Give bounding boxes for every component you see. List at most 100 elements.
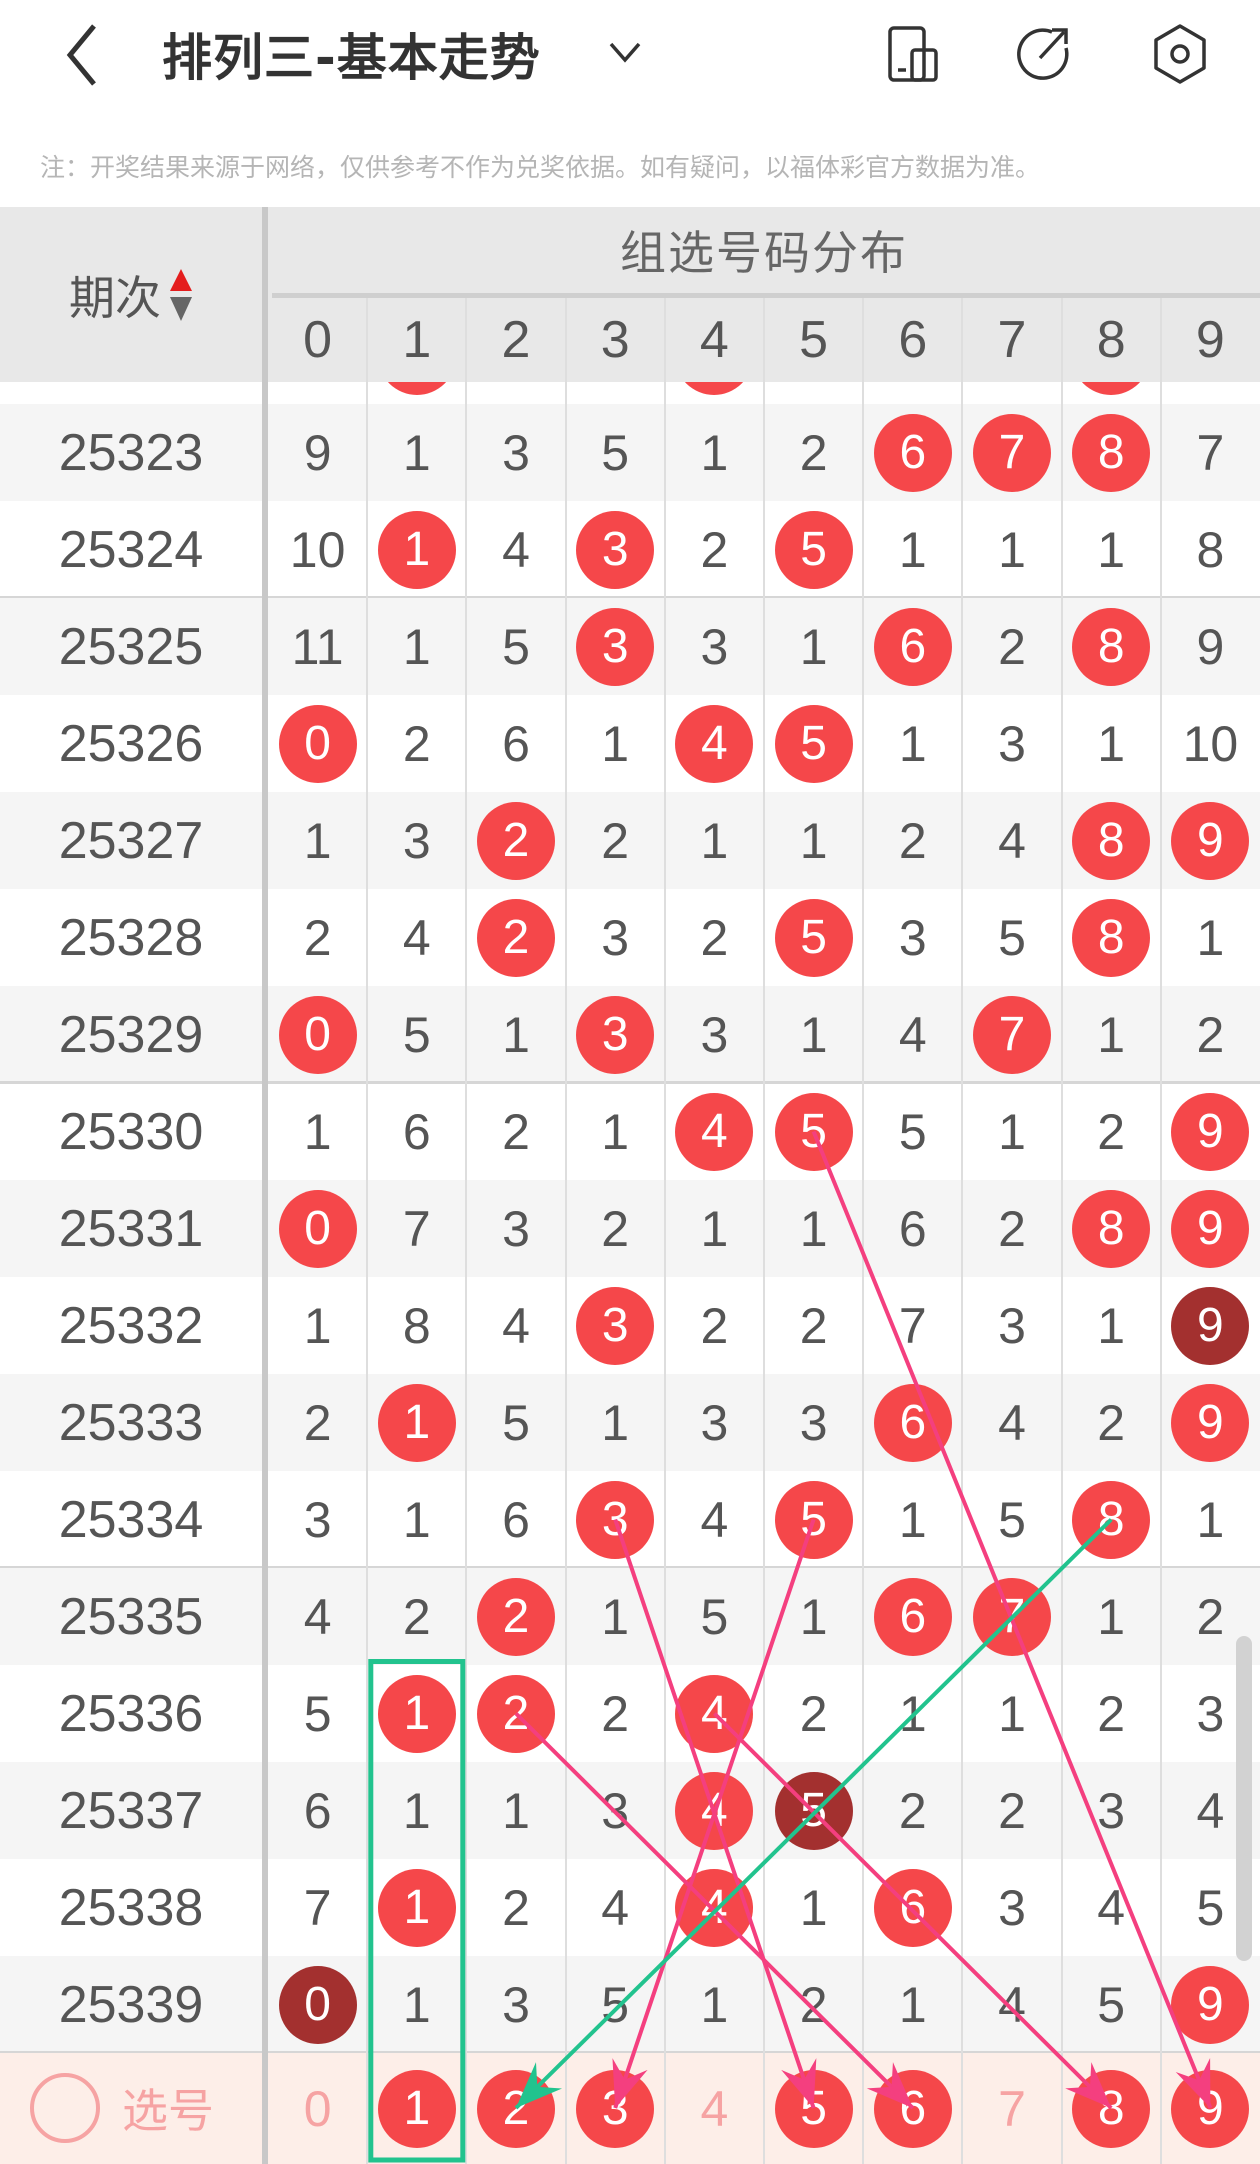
omission-cell: 2	[700, 1297, 729, 1354]
omission-cell: 1	[402, 1491, 431, 1548]
hit-ball-cell: 6	[863, 1568, 962, 1665]
omission-cell: 4	[898, 1006, 927, 1063]
omission-cell: 1	[303, 812, 332, 869]
omission-cell: 1	[1196, 909, 1225, 966]
radio-circle-icon[interactable]	[30, 2073, 100, 2143]
hit-ball-cell: 8	[1062, 404, 1161, 501]
table-row: 25327 1 3 2 2 1 1 2 4 8 9	[0, 792, 1260, 889]
select-digit-selected[interactable]: 1	[367, 2053, 466, 2164]
hit-ball-cell: 8	[1062, 1180, 1161, 1277]
hit-ball: 8	[1072, 413, 1151, 492]
table-row: 25336 5 1 2 2 4 2 1 1 2 3	[0, 1665, 1260, 1762]
select-digit-selected[interactable]: 3	[566, 2053, 665, 2164]
hit-ball-cell: 5	[764, 1083, 863, 1180]
hit-ball-cell: 9	[1161, 1277, 1260, 1374]
omission-cell: 2	[799, 1976, 828, 2033]
omission-cell: 2	[601, 812, 630, 869]
hit-ball: 1	[377, 1674, 456, 1753]
select-digit-selected[interactable]: 5	[764, 2053, 863, 2164]
omission-cell: 4	[402, 909, 431, 966]
sort-icon[interactable]	[169, 267, 193, 323]
selected-ball[interactable]: 1	[377, 2069, 456, 2148]
omission-cell: 11	[291, 618, 344, 675]
omission-cell: 8	[1196, 521, 1225, 578]
omission-cell: 2	[303, 1394, 332, 1451]
omission-cell: 4	[700, 1491, 729, 1548]
omission-cell: 3	[898, 909, 927, 966]
select-digit[interactable]: 7	[998, 2080, 1026, 2137]
column-line	[763, 298, 765, 2164]
select-number-button[interactable]: 选号	[30, 2073, 214, 2143]
omission-cell: 5	[502, 1394, 530, 1451]
omission-cell: 9	[1196, 618, 1225, 675]
page-title[interactable]: 排列三-基本走势	[162, 29, 541, 87]
select-digit-selected[interactable]: 2	[467, 2053, 566, 2164]
table-row: 25328 2 4 2 3 2 5 3 5 8 1	[0, 889, 1260, 986]
omission-cell: 1	[898, 715, 927, 772]
omission-cell: 1	[799, 1879, 828, 1936]
omission-cell: 2	[502, 1103, 530, 1160]
omission-cell: 1	[601, 1588, 630, 1645]
table-row: 25337 6 1 1 3 4 5 2 2 3 4	[0, 1762, 1260, 1859]
selected-ball[interactable]: 3	[576, 2069, 655, 2148]
selected-ball[interactable]: 9	[1171, 2069, 1250, 2148]
select-digit-selected[interactable]: 9	[1161, 2053, 1260, 2164]
hit-ball-cell: 6	[863, 404, 962, 501]
omission-cell: 5	[700, 1588, 729, 1645]
omission-cell: 1	[1097, 715, 1126, 772]
hit-ball-cell: 4	[665, 1083, 764, 1180]
share-icon[interactable]	[1012, 22, 1076, 86]
chevron-down-icon[interactable]	[605, 32, 645, 72]
scrollbar[interactable]	[1236, 1636, 1252, 1961]
hit-ball-cell: 0	[268, 695, 367, 792]
select-digit-selected[interactable]: 8	[1062, 2053, 1161, 2164]
select-digit-selected[interactable]: 6	[863, 2053, 962, 2164]
omission-cell: 1	[898, 521, 927, 578]
omission-cell: 5	[601, 1976, 630, 2033]
omission-cell: 3	[502, 1976, 530, 2033]
omission-cell: 1	[998, 521, 1026, 578]
omission-cell: 5	[601, 424, 630, 481]
omission-cell: 3	[402, 812, 431, 869]
omission-cell: 5	[898, 1103, 927, 1160]
omission-cell: 4	[998, 1394, 1026, 1451]
digit-header: 5	[799, 311, 829, 369]
omission-cell: 1	[799, 1200, 828, 1257]
omission-cell: 6	[898, 1200, 927, 1257]
omission-cell: 3	[502, 424, 530, 481]
omission-cell: 5	[998, 1491, 1026, 1548]
hit-ball: 8	[1072, 1480, 1151, 1559]
digit-header: 1	[402, 311, 432, 369]
period-column-header[interactable]: 期次	[0, 207, 262, 382]
hit-ball-cell: 7	[963, 986, 1062, 1083]
omission-cell: 1	[998, 1103, 1026, 1160]
omission-cell: 2	[799, 1685, 828, 1742]
omission-cell: 3	[303, 1491, 332, 1548]
back-chevron-icon[interactable]	[60, 20, 110, 90]
omission-cell: 6	[303, 1782, 332, 1839]
selected-ball[interactable]: 6	[873, 2069, 952, 2148]
omission-cell: 1	[700, 424, 729, 481]
hit-ball: 9	[1171, 1092, 1250, 1171]
omission-cell: 2	[799, 424, 828, 481]
hit-ball: 4	[675, 1868, 754, 1947]
select-digit[interactable]: 0	[303, 2080, 332, 2137]
digit-header: 3	[600, 311, 630, 369]
hit-ball: 1	[377, 1383, 456, 1462]
selected-ball[interactable]: 2	[477, 2069, 555, 2148]
device-layout-icon[interactable]	[882, 22, 946, 86]
omission-cell: 1	[799, 1006, 828, 1063]
hit-ball-cell: 6	[863, 1859, 962, 1956]
select-digit[interactable]: 4	[700, 2080, 729, 2137]
hit-ball: 4	[675, 1674, 754, 1753]
omission-cell: 3	[799, 1394, 828, 1451]
selected-ball[interactable]: 5	[774, 2069, 853, 2148]
digit-header: 8	[1096, 311, 1126, 369]
period-cell: 25328	[58, 908, 204, 967]
hit-ball: 3	[576, 1480, 655, 1559]
selected-ball[interactable]: 8	[1072, 2069, 1151, 2148]
select-label: 选号	[122, 2084, 214, 2138]
settings-icon[interactable]	[1148, 22, 1212, 86]
hit-ball: 1	[377, 1868, 456, 1947]
omission-cell: 4	[502, 521, 530, 578]
